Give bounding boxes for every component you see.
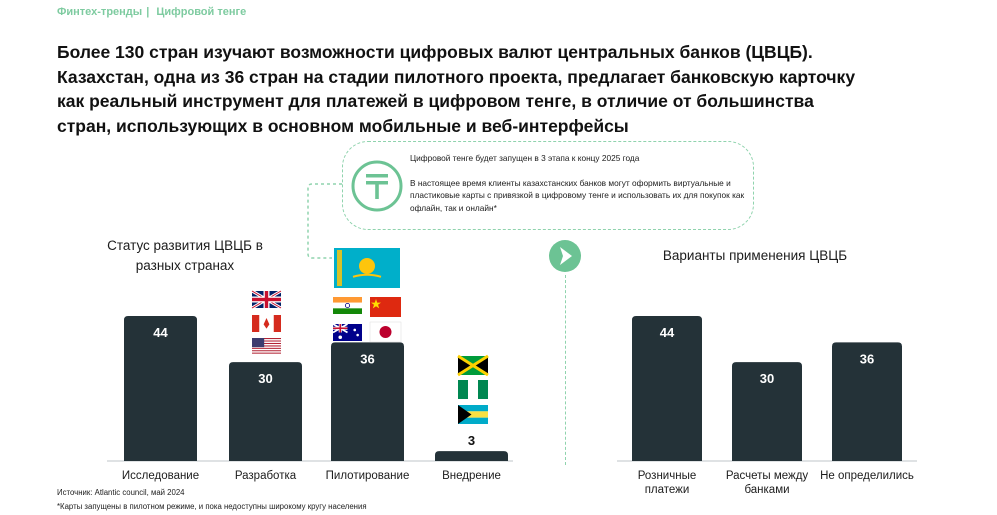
bar-value-status-0: 44 xyxy=(153,325,168,340)
bar-status-1 xyxy=(229,362,302,461)
category-label-status-3: Внедрение xyxy=(442,470,501,482)
bar-usage-2 xyxy=(832,342,902,461)
usa-flag xyxy=(252,338,281,355)
bar-value-status-2: 36 xyxy=(360,351,374,366)
breadcrumb-topic[interactable]: Цифровой тенге xyxy=(156,6,247,18)
page-title: Более 130 стран изучают возможности цифр… xyxy=(57,40,957,138)
category-label-usage-0: Розничные платежи xyxy=(638,470,696,496)
bar-value-status-3: 3 xyxy=(468,433,475,448)
breadcrumb: Финтех-тренды | Цифровой тенге xyxy=(57,6,250,18)
bar-usage-0 xyxy=(632,316,702,461)
bahamas-flag xyxy=(458,405,488,424)
callout-text: Цифровой тенге будет запущен в 3 этапа к… xyxy=(410,152,750,214)
japan-flag xyxy=(369,321,402,343)
india-flag xyxy=(333,297,362,314)
bar-status-2 xyxy=(331,342,404,461)
china-flag xyxy=(370,297,401,317)
bar-value-usage-1: 30 xyxy=(760,371,774,386)
headline-line: Казахстан, одна из 36 стран на стадии пи… xyxy=(57,66,856,87)
callout-line-launch: Цифровой тенге будет запущен в 3 этапа к… xyxy=(410,153,640,163)
callout-line-cards: В настоящее время клиенты казахстанских … xyxy=(410,177,745,213)
jamaica-flag xyxy=(457,354,489,377)
bar-value-usage-0: 44 xyxy=(660,325,675,340)
section-divider xyxy=(565,275,566,465)
chart-title-status: Статус развития ЦВЦБ в разных странах xyxy=(107,238,263,273)
nigeria-flag xyxy=(458,380,488,399)
canada-flag xyxy=(252,315,281,332)
footnote: *Карты запущены в пилотном режиме, и пок… xyxy=(57,502,367,511)
bar-status-0 xyxy=(124,316,197,461)
category-label-status-1: Разработка xyxy=(235,470,297,482)
bar-status-3 xyxy=(435,451,508,461)
breadcrumb-section[interactable]: Финтех-тренды xyxy=(57,6,143,18)
chart-title-usage: Варианты применения ЦВЦБ xyxy=(662,248,848,263)
bar-value-usage-2: 36 xyxy=(860,351,874,366)
category-label-usage-2: Не определились xyxy=(820,470,914,482)
category-label-usage-1: Расчеты между банками xyxy=(726,470,809,496)
australia-flag xyxy=(332,323,362,341)
tenge-icon xyxy=(351,160,403,212)
bar-value-status-1: 30 xyxy=(258,371,272,386)
breadcrumb-separator: | xyxy=(146,6,150,18)
headline-line: Более 130 стран изучают возможности цифр… xyxy=(57,42,813,62)
source-note: Источник: Atlantic council, май 2024 xyxy=(57,488,185,497)
headline-line: стран, использующих в основном мобильные… xyxy=(57,115,629,136)
bar-usage-1 xyxy=(732,362,802,461)
info-callout xyxy=(342,141,754,230)
category-label-status-2: Пилотирование xyxy=(326,470,410,482)
category-label-status-0: Исследование xyxy=(122,470,199,482)
united-kingdom-flag xyxy=(251,289,282,310)
kazakhstan-flag xyxy=(334,248,400,288)
headline-line: как реальный инструмент для платежей в ц… xyxy=(57,91,814,111)
chevron-right-icon xyxy=(549,240,581,272)
